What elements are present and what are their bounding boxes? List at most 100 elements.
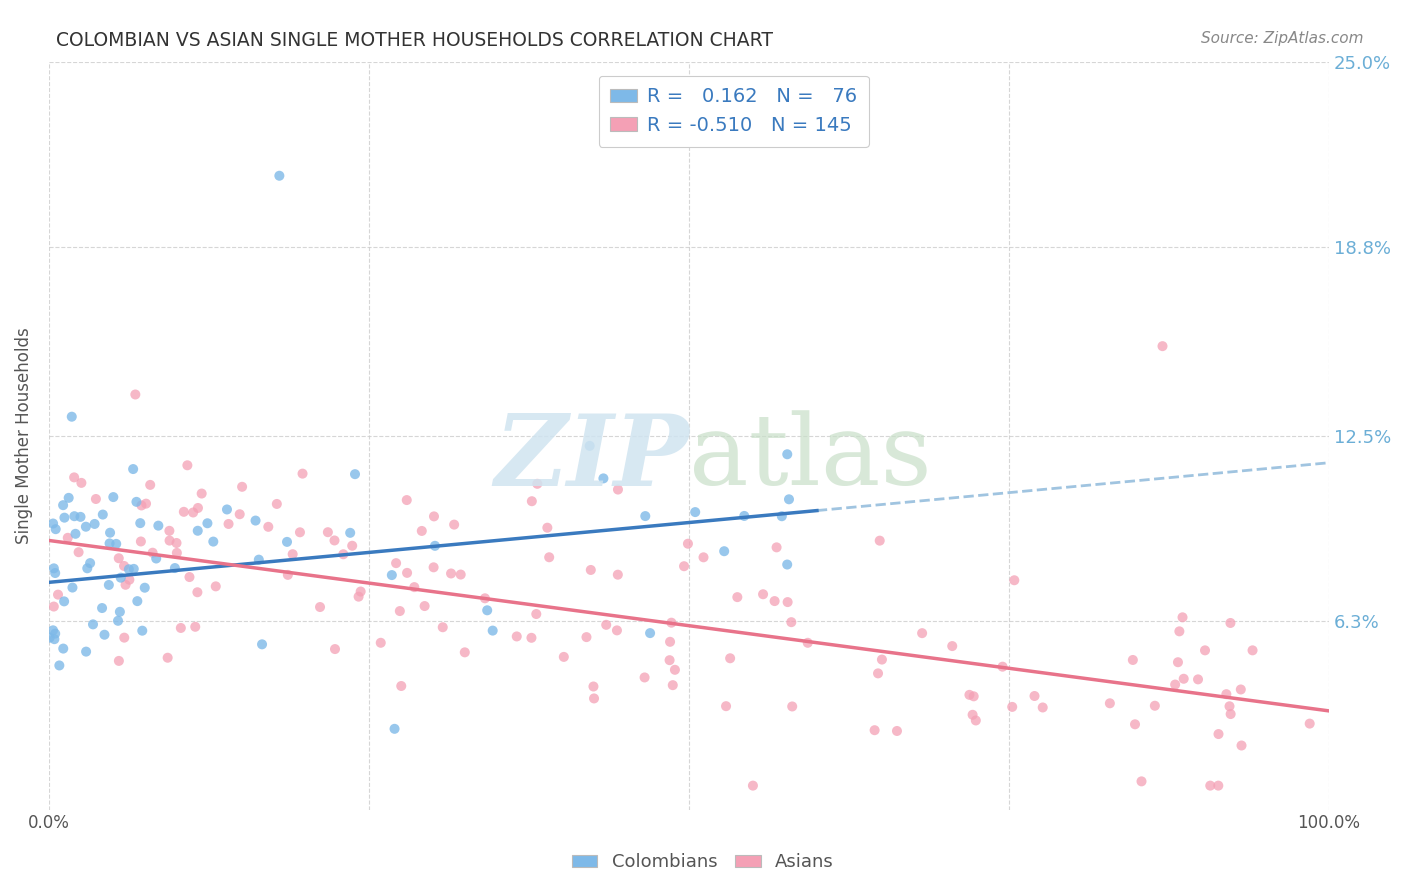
Point — [1002, 574, 1025, 588]
Point — [423, 509, 446, 524]
Point — [245, 514, 267, 528]
Point — [1122, 653, 1144, 667]
Point — [413, 599, 436, 613]
Point — [343, 467, 366, 482]
Point — [776, 447, 799, 461]
Point — [350, 584, 373, 599]
Point — [869, 533, 891, 548]
Point — [163, 561, 186, 575]
Point — [63, 470, 86, 484]
Point — [44, 626, 66, 640]
Point — [107, 551, 129, 566]
Text: COLOMBIAN VS ASIAN SINGLE MOTHER HOUSEHOLDS CORRELATION CHART: COLOMBIAN VS ASIAN SINGLE MOTHER HOUSEHO… — [56, 31, 773, 50]
Point — [661, 615, 683, 630]
Point — [277, 567, 299, 582]
Point — [752, 587, 775, 601]
Point — [742, 779, 765, 793]
Point — [215, 502, 238, 516]
Point — [911, 626, 934, 640]
Point — [157, 524, 180, 538]
Point — [1219, 707, 1241, 722]
Point — [454, 645, 477, 659]
Point — [42, 599, 65, 614]
Point — [45, 522, 67, 536]
Point — [134, 581, 156, 595]
Point — [103, 490, 125, 504]
Legend: R =   0.162   N =   76, R = -0.510   N = 145: R = 0.162 N = 76, R = -0.510 N = 145 — [599, 76, 869, 146]
Point — [181, 506, 204, 520]
Point — [1230, 682, 1253, 697]
Point — [1299, 716, 1322, 731]
Point — [69, 509, 91, 524]
Point — [866, 666, 889, 681]
Point — [127, 594, 149, 608]
Point — [385, 556, 408, 570]
Point — [606, 624, 628, 638]
Point — [388, 604, 411, 618]
Point — [780, 699, 803, 714]
Point — [108, 654, 131, 668]
Point — [692, 550, 714, 565]
Point — [145, 551, 167, 566]
Point — [176, 458, 198, 473]
Point — [110, 571, 132, 585]
Point — [332, 547, 354, 561]
Point — [1215, 687, 1237, 701]
Point — [186, 585, 208, 599]
Point — [107, 614, 129, 628]
Point — [202, 534, 225, 549]
Point — [886, 723, 908, 738]
Point — [173, 505, 195, 519]
Point — [1173, 672, 1195, 686]
Point — [422, 560, 444, 574]
Point — [342, 539, 364, 553]
Point — [247, 552, 270, 566]
Point — [583, 691, 606, 706]
Point — [156, 650, 179, 665]
Point — [83, 516, 105, 531]
Text: Source: ZipAtlas.com: Source: ZipAtlas.com — [1201, 31, 1364, 46]
Point — [44, 632, 66, 647]
Point — [538, 550, 561, 565]
Point — [776, 595, 799, 609]
Point — [276, 534, 298, 549]
Point — [52, 498, 75, 512]
Point — [44, 566, 66, 580]
Point — [965, 714, 987, 728]
Point — [142, 546, 165, 560]
Point — [135, 497, 157, 511]
Point — [606, 567, 628, 582]
Text: atlas: atlas — [689, 410, 932, 506]
Point — [187, 500, 209, 515]
Legend: Colombians, Asians: Colombians, Asians — [565, 847, 841, 879]
Point — [58, 491, 80, 505]
Point — [714, 699, 737, 714]
Point — [381, 568, 404, 582]
Point — [404, 580, 426, 594]
Point — [56, 531, 79, 545]
Point — [991, 659, 1014, 673]
Point — [396, 566, 419, 580]
Point — [384, 722, 406, 736]
Point — [316, 525, 339, 540]
Point — [67, 545, 90, 559]
Point — [713, 544, 735, 558]
Point — [474, 591, 496, 606]
Point — [578, 439, 600, 453]
Point — [38, 631, 60, 645]
Point — [291, 467, 314, 481]
Point — [228, 507, 250, 521]
Point — [370, 636, 392, 650]
Point — [1194, 643, 1216, 657]
Point — [79, 556, 101, 570]
Point — [770, 509, 793, 524]
Point — [129, 534, 152, 549]
Point — [575, 630, 598, 644]
Point — [42, 516, 65, 531]
Point — [323, 642, 346, 657]
Y-axis label: Single Mother Households: Single Mother Households — [15, 327, 32, 544]
Point — [1219, 615, 1241, 630]
Point — [75, 519, 97, 533]
Point — [266, 497, 288, 511]
Point — [1187, 673, 1209, 687]
